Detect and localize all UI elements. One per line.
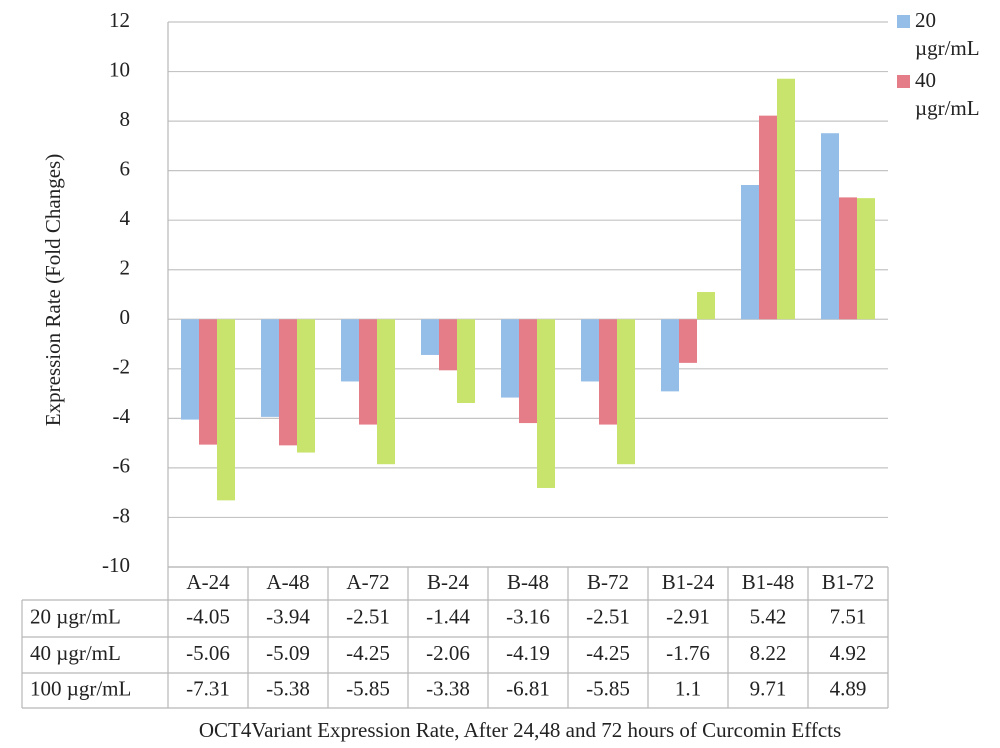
y-tick-label: 0 (120, 305, 131, 329)
bar (519, 319, 537, 424)
bar (341, 319, 359, 382)
table-cell: -3.16 (506, 604, 550, 628)
bar (181, 319, 199, 420)
table-cell: -5.85 (346, 676, 390, 700)
bar (759, 115, 777, 320)
x-tick-label: B-72 (587, 570, 629, 594)
bar (617, 319, 635, 465)
bar (261, 319, 279, 417)
x-tick-label: A-24 (186, 570, 230, 594)
bar (821, 133, 839, 320)
legend-swatch (897, 75, 910, 88)
bar (697, 292, 715, 320)
table-cell: 7.51 (830, 604, 867, 628)
y-tick-label: 8 (120, 107, 131, 131)
table-cell: -2.51 (346, 604, 390, 628)
bar (297, 319, 315, 453)
y-tick-label: 2 (120, 256, 131, 280)
y-tick-label: -4 (113, 404, 131, 428)
table-cell: -3.94 (266, 604, 310, 628)
table-cell: -5.85 (586, 676, 630, 700)
bar (217, 319, 235, 501)
bar (777, 78, 795, 320)
table-row-header: 20 µgr/mL (30, 604, 121, 628)
bar (439, 319, 457, 371)
y-tick-label: 12 (109, 8, 130, 32)
table-row-header: 40 µgr/mL (30, 641, 121, 665)
bar (581, 319, 599, 382)
table-cell: -5.06 (186, 641, 230, 665)
y-tick-label: 6 (120, 156, 131, 180)
table-cell: -6.81 (506, 676, 550, 700)
table-cell: -3.38 (426, 676, 470, 700)
bar (359, 319, 377, 425)
y-tick-label: -10 (102, 553, 130, 577)
y-tick-label: 10 (109, 57, 130, 81)
legend-label: 20 µgr/mL (915, 8, 980, 60)
y-tick-label: -8 (113, 503, 131, 527)
bar (857, 198, 875, 320)
chart-title: OCT4Variant Expression Rate, After 24,48… (199, 718, 841, 742)
table-cell: 8.22 (750, 641, 787, 665)
legend-swatch (897, 15, 910, 28)
table-cell: -4.05 (186, 604, 230, 628)
table-cell: -1.44 (426, 604, 470, 628)
bar (537, 319, 555, 488)
table-cell: -2.51 (586, 604, 630, 628)
table-cell: 9.71 (750, 676, 787, 700)
bar (839, 197, 857, 320)
bar (679, 319, 697, 363)
bar (377, 319, 395, 465)
table-cell: 5.42 (750, 604, 787, 628)
x-tick-label: B1-48 (742, 570, 795, 594)
table-cell: -2.06 (426, 641, 470, 665)
legend-label: 40 µgr/mL (915, 68, 980, 120)
bar (421, 319, 439, 355)
bar (199, 319, 217, 445)
bar (501, 319, 519, 398)
bar (457, 319, 475, 404)
table-cell: -4.25 (586, 641, 630, 665)
x-tick-label: B-48 (507, 570, 549, 594)
x-tick-label: A-48 (266, 570, 309, 594)
y-tick-label: -6 (113, 454, 131, 478)
y-tick-label: 4 (120, 206, 131, 230)
table-cell: 4.89 (830, 676, 867, 700)
x-tick-label: B1-72 (822, 570, 875, 594)
table-cell: -7.31 (186, 676, 230, 700)
x-tick-label: A-72 (346, 570, 389, 594)
table-cell: -1.76 (666, 641, 710, 665)
bar (661, 319, 679, 392)
table-cell: -4.25 (346, 641, 390, 665)
bar (741, 185, 759, 320)
table-cell: -4.19 (506, 641, 550, 665)
y-tick-label: -2 (113, 355, 131, 379)
bar (599, 319, 617, 425)
table-cell: -2.91 (666, 604, 710, 628)
x-tick-label: B-24 (427, 570, 470, 594)
x-tick-label: B1-24 (662, 570, 715, 594)
y-axis-label: Expression Rate (Fold Changes) (41, 154, 65, 426)
table-cell: -5.09 (266, 641, 310, 665)
bar (279, 319, 297, 446)
table-cell: -5.38 (266, 676, 310, 700)
table-cell: 4.92 (830, 641, 867, 665)
table-cell: 1.1 (675, 676, 701, 700)
table-row-header: 100 µgr/mL (30, 676, 131, 700)
